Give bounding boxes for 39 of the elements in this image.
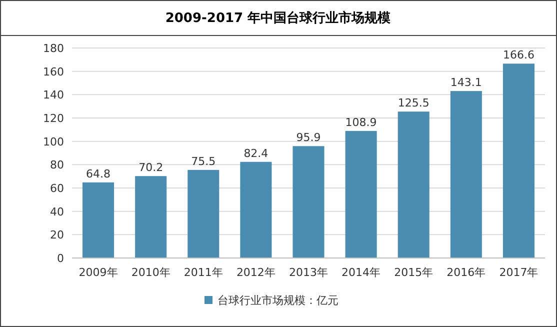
data-label: 143.1 [450,76,482,90]
x-tick-label: 2014年 [342,266,381,279]
y-tick-label: 140 [43,88,64,102]
bar [188,170,220,258]
data-label: 166.6 [502,48,534,62]
y-tick-label: 160 [43,65,64,78]
data-label: 64.8 [86,167,111,180]
bar [502,64,534,258]
data-label: 108.9 [345,116,377,129]
bar [82,182,114,258]
data-label: 75.5 [191,154,216,168]
bar [240,162,272,258]
data-label: 70.2 [138,161,164,174]
chart-title: 2009-2017 年中国台球行业市场规模 [165,10,391,26]
bar [398,112,430,258]
x-tick-label: 2012年 [236,266,276,279]
y-tick-label: 120 [43,112,64,125]
y-tick-label: 60 [50,182,64,195]
bar [135,176,167,258]
y-tick-label: 180 [43,42,64,55]
bar [450,91,482,258]
x-tick-label: 2016年 [446,266,486,279]
x-tick-label: 2010年 [131,266,170,279]
bar [292,146,324,258]
bar [345,130,377,258]
data-label: 95.9 [296,131,321,144]
y-tick-label: 40 [50,205,64,218]
data-label: 82.4 [244,146,268,160]
x-tick-label: 2009年 [78,266,118,279]
y-tick-label: 100 [43,135,64,148]
x-tick-label: 2011年 [184,266,223,279]
legend-label: 台球行业市场规模：亿元 [218,294,338,307]
y-tick-label: 0 [57,252,64,265]
x-tick-label: 2015年 [394,266,434,279]
data-label: 125.5 [398,96,430,110]
x-tick-label: 2013年 [289,266,328,279]
y-tick-label: 80 [50,158,64,172]
x-tick-label: 2017年 [499,266,538,279]
y-tick-label: 20 [50,228,64,242]
